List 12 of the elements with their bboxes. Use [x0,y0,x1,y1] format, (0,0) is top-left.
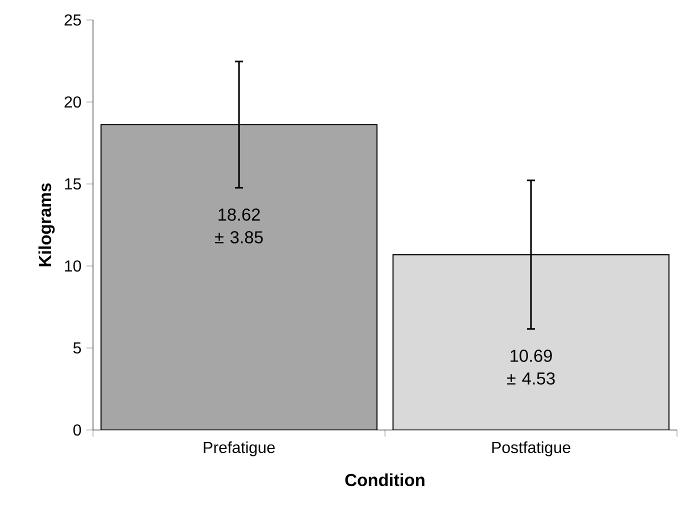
y-tick-label: 20 [64,96,82,108]
y-tick-label: 10 [65,260,82,272]
x-tick-label: Prefatigue [204,441,275,456]
y-tick-label: 25 [64,14,81,26]
x-axis-title: Condition [345,473,424,486]
data-label: 18.62 ± 3.85 [215,208,263,244]
y-axis-title: Kilograms [38,183,55,266]
data-label: 10.69 ± 4.53 [507,350,555,385]
x-tick-label: Postfatigue [492,441,570,456]
y-tick-label: 15 [65,178,81,190]
y-tick-label: 0 [73,424,82,436]
y-tick-label: 5 [73,342,81,354]
